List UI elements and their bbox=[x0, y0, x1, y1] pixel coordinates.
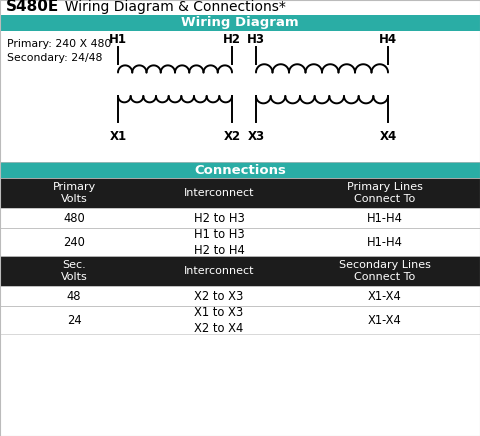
Text: H2: H2 bbox=[223, 33, 241, 46]
Text: H2 to H3: H2 to H3 bbox=[193, 211, 244, 225]
Text: X2 to X3: X2 to X3 bbox=[194, 290, 244, 303]
Text: 48: 48 bbox=[67, 290, 81, 303]
Text: H1 to H3
H2 to H4: H1 to H3 H2 to H4 bbox=[193, 228, 244, 256]
Text: 240: 240 bbox=[63, 235, 85, 249]
Text: Interconnect: Interconnect bbox=[184, 266, 254, 276]
Text: Connections: Connections bbox=[194, 164, 286, 177]
Text: X2: X2 bbox=[223, 130, 240, 143]
Bar bbox=[0, 256, 480, 286]
Text: H1-H4: H1-H4 bbox=[367, 211, 403, 225]
Text: H4: H4 bbox=[379, 33, 397, 46]
Text: H3: H3 bbox=[247, 33, 265, 46]
Text: H1-H4: H1-H4 bbox=[367, 235, 403, 249]
Text: X1: X1 bbox=[109, 130, 127, 143]
Text: 480: 480 bbox=[63, 211, 85, 225]
Text: Secondary Lines
Connect To: Secondary Lines Connect To bbox=[339, 260, 431, 282]
Text: Primary Lines
Connect To: Primary Lines Connect To bbox=[347, 182, 423, 204]
Text: Primary
Volts: Primary Volts bbox=[52, 182, 96, 204]
Text: X1 to X3
X2 to X4: X1 to X3 X2 to X4 bbox=[194, 306, 244, 334]
Bar bbox=[0, 162, 480, 178]
Bar bbox=[0, 228, 480, 256]
Text: Wiring Diagram: Wiring Diagram bbox=[181, 17, 299, 30]
Text: Interconnect: Interconnect bbox=[184, 188, 254, 198]
Bar bbox=[0, 178, 480, 208]
Text: Wiring Diagram & Connections*: Wiring Diagram & Connections* bbox=[56, 0, 286, 14]
Text: H1: H1 bbox=[109, 33, 127, 46]
Bar bbox=[0, 286, 480, 306]
Bar bbox=[0, 208, 480, 228]
Text: X3: X3 bbox=[247, 130, 264, 143]
Text: X1-X4: X1-X4 bbox=[368, 290, 402, 303]
Text: 24: 24 bbox=[67, 313, 81, 327]
Text: X4: X4 bbox=[379, 130, 396, 143]
Bar bbox=[0, 15, 480, 31]
Text: Sec.
Volts: Sec. Volts bbox=[60, 260, 87, 282]
Text: X1-X4: X1-X4 bbox=[368, 313, 402, 327]
Text: S480E: S480E bbox=[6, 0, 59, 14]
Text: Primary: 240 X 480
Secondary: 24/48: Primary: 240 X 480 Secondary: 24/48 bbox=[7, 39, 111, 63]
Bar bbox=[0, 306, 480, 334]
